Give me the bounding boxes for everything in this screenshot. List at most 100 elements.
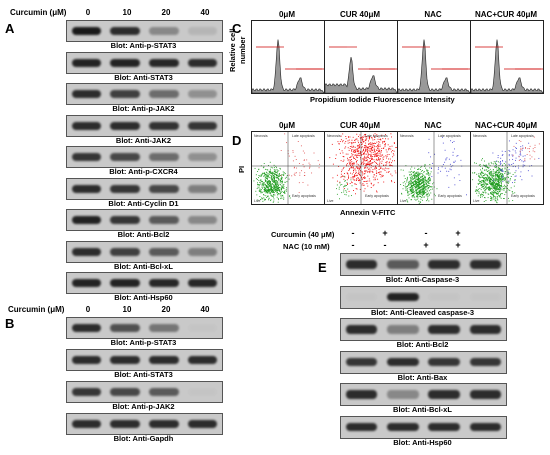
scatter-event — [538, 157, 540, 159]
scatter-event — [485, 182, 487, 184]
scatter-event — [410, 178, 412, 180]
scatter-event — [504, 187, 506, 189]
scatter-event — [394, 160, 395, 162]
scatter-event — [500, 193, 502, 195]
scatter-event — [261, 174, 263, 176]
scatter-event — [358, 171, 360, 173]
scatter-event — [281, 188, 283, 190]
scatter-event — [280, 174, 282, 176]
quadrant-label: Late apoptosis — [511, 134, 534, 138]
scatter-event — [367, 147, 369, 149]
scatter-event — [422, 181, 423, 183]
scatter-event — [418, 178, 420, 180]
scatter-event — [376, 190, 377, 192]
scatter-event — [263, 172, 265, 174]
scatter-event — [512, 174, 514, 175]
scatter-event — [409, 174, 411, 176]
scatter-event — [497, 179, 499, 181]
curcumin-sign: - — [351, 228, 355, 238]
scatter-event — [376, 135, 378, 137]
scatter-event — [422, 175, 424, 177]
panel-letter-b: B — [5, 316, 15, 331]
scatter-event — [487, 179, 489, 181]
scatter-event — [500, 188, 502, 190]
scatter-event — [487, 176, 489, 178]
scatter-event — [383, 165, 384, 166]
scatter-event — [491, 187, 493, 189]
scatter-event — [491, 174, 493, 176]
scatter-event — [480, 195, 481, 197]
scatter-event — [519, 150, 521, 152]
scatter-event — [304, 152, 306, 154]
scatter-event — [255, 178, 257, 180]
scatter-event — [521, 149, 523, 151]
scatter-event — [505, 171, 506, 173]
scatter-event — [374, 167, 376, 169]
scatter-event — [423, 171, 425, 173]
scatter-event — [492, 179, 494, 181]
scatter-event — [272, 167, 274, 169]
scatter-event — [281, 182, 283, 184]
scatter-event — [372, 156, 374, 157]
scatter-event — [378, 166, 380, 167]
scatter-event — [510, 175, 512, 177]
scatter-event — [490, 181, 491, 183]
scatter-event — [501, 181, 503, 183]
scatter-event — [416, 175, 417, 177]
scatter-event — [273, 167, 275, 169]
scatter-event — [411, 186, 413, 188]
scatter-event — [361, 154, 363, 155]
scatter-event — [355, 188, 357, 190]
scatter-event — [419, 169, 421, 171]
scatter-event — [273, 177, 275, 179]
scatter-event — [494, 192, 495, 194]
scatter-event — [354, 154, 356, 156]
scatter-event — [367, 147, 369, 149]
scatter-event — [381, 162, 383, 164]
scatter-event — [346, 164, 348, 166]
scatter-event — [274, 173, 276, 175]
scatter-event — [278, 186, 280, 188]
scatter-event — [361, 143, 362, 145]
scatter-event — [424, 178, 426, 180]
scatter-event — [505, 177, 507, 179]
scatter-event — [483, 185, 485, 187]
scatter-event — [355, 150, 357, 152]
scatter-event — [260, 192, 262, 194]
scatter-event — [421, 190, 423, 192]
scatter-event — [376, 159, 378, 161]
scatter-event — [386, 154, 388, 156]
scatter-event — [413, 174, 415, 176]
scatter-event — [340, 184, 342, 186]
scatter-event — [476, 190, 478, 191]
scatter-event — [415, 184, 417, 186]
scatter-event — [274, 185, 276, 187]
panel-letter-a: A — [5, 21, 15, 36]
scatter-event — [417, 196, 419, 198]
scatter-event — [491, 182, 493, 184]
scatter-event — [339, 198, 340, 200]
scatter-event — [503, 178, 505, 180]
scatter-event — [488, 172, 490, 174]
scatter-event — [281, 174, 283, 176]
scatter-event — [367, 149, 369, 151]
blot-strip — [66, 240, 223, 263]
scatter-event — [276, 186, 278, 188]
scatter-event — [498, 176, 500, 178]
scatter-event — [367, 185, 369, 187]
scatter-event — [415, 172, 417, 174]
scatter-event — [363, 148, 364, 150]
scatter-event — [266, 169, 268, 171]
scatter-event — [410, 192, 412, 194]
scatter-event — [479, 172, 481, 174]
scatter-event — [356, 150, 358, 152]
scatter-event — [265, 174, 267, 176]
scatter-event — [497, 193, 499, 195]
scatter-event — [352, 163, 354, 165]
scatter-event — [428, 174, 430, 176]
scatter-event — [407, 195, 409, 197]
quadrant-label: Late apoptosis — [438, 134, 461, 138]
scatter-event — [393, 143, 395, 144]
scatter-event — [427, 180, 429, 182]
scatter-event — [275, 165, 277, 167]
